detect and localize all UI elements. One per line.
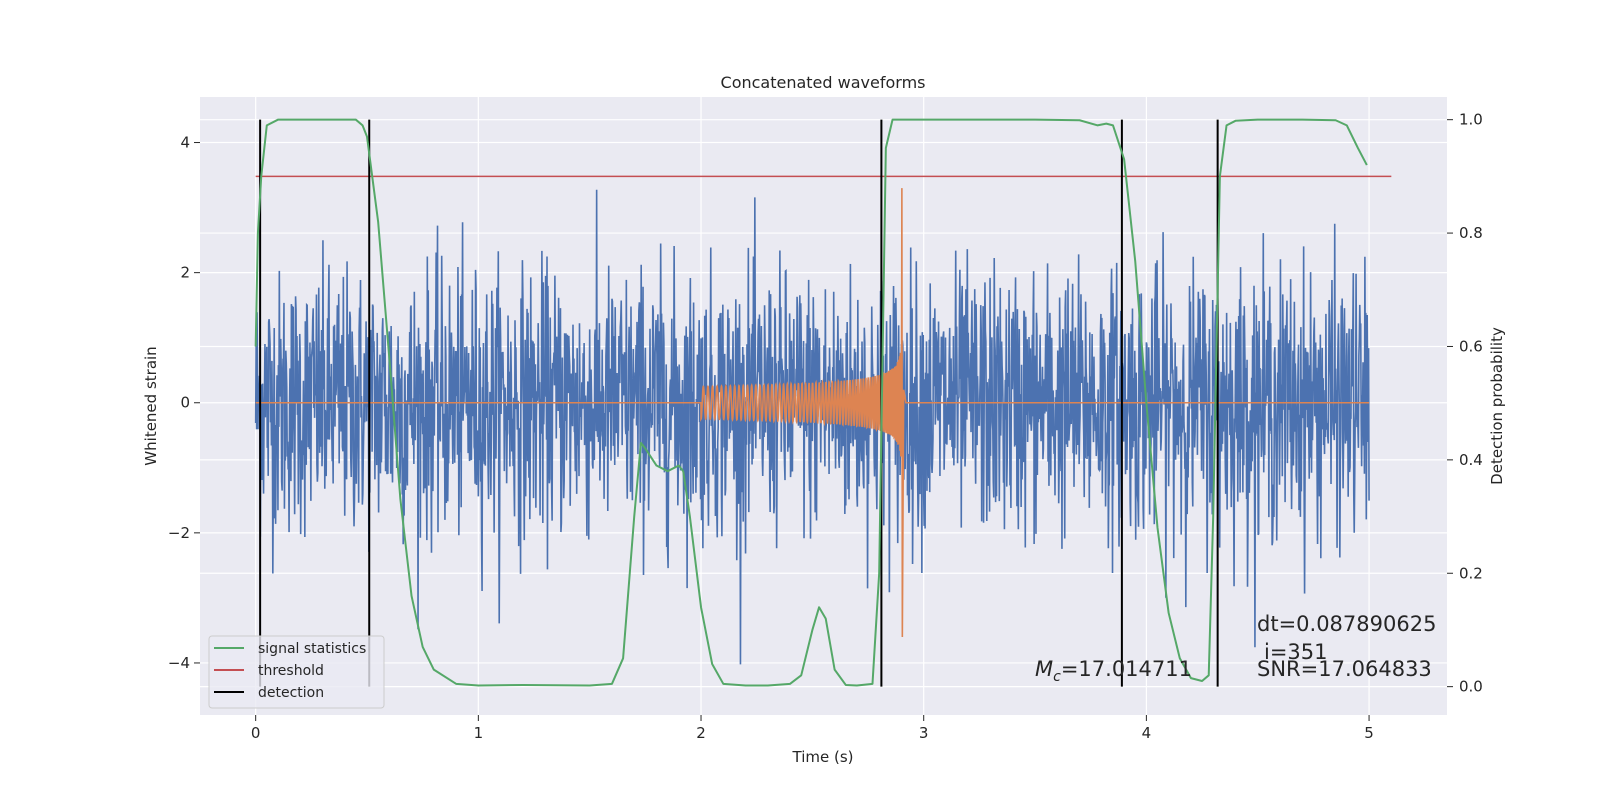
legend-label-detection: detection	[258, 685, 324, 701]
series-whitened-strain	[254, 189, 1370, 665]
x-tick-label: 0	[251, 724, 261, 742]
legend-label-threshold: threshold	[258, 663, 324, 679]
x-tick-label: 1	[474, 724, 484, 742]
y-axis-label: Whitened strain	[142, 346, 160, 465]
series-signal-statistics	[254, 118, 1368, 687]
annotation-mc-subscript: c	[1053, 669, 1061, 685]
y2-tick-label: 0.6	[1459, 337, 1483, 355]
y-tick-label: −2	[168, 524, 190, 542]
y-tick-label: 0	[180, 394, 190, 412]
y2-tick-label: 0.4	[1459, 451, 1483, 469]
legend-box	[208, 635, 385, 709]
plot-area	[254, 118, 1392, 687]
y-tick-label: 4	[180, 134, 190, 152]
axes: 0 1 2 3 4 5 −4 −2 0 2 4 0.0 0.2 0.4 0.6 0.8 1.0	[168, 111, 1483, 742]
series-injected-chirp	[255, 188, 1370, 637]
y2-tick-label: 0.0	[1459, 678, 1483, 696]
annotation-mc-symbol: M	[1035, 657, 1053, 681]
annotation-chirp-mass: Mc=17.014711	[1035, 657, 1192, 685]
annotation-dt: dt=0.087890625	[1257, 612, 1436, 636]
y2-tick-label: 0.8	[1459, 224, 1483, 242]
y2-axis-label: Detection probability	[1488, 327, 1506, 485]
x-tick-label: 4	[1142, 724, 1152, 742]
y2-tick-label: 1.0	[1459, 111, 1483, 129]
x-axis-label: Time (s)	[792, 748, 854, 766]
y-tick-label: 2	[180, 264, 190, 282]
chart-title: Concatenated waveforms	[721, 73, 926, 92]
annotation-snr: SNR=17.064833	[1257, 657, 1432, 681]
legend-label-signal-statistics: signal statistics	[258, 641, 366, 657]
annotation-mc-value: =17.014711	[1061, 657, 1192, 681]
legend: signal statistics threshold detection	[208, 635, 385, 709]
x-tick-label: 3	[919, 724, 929, 742]
y-tick-label: −4	[168, 654, 190, 672]
annotation-i: i=351	[1264, 640, 1328, 664]
annotations: dt=0.087890625 i=351 Mc=17.014711 SNR=17…	[1035, 612, 1436, 685]
y2-tick-label: 0.2	[1459, 564, 1483, 582]
x-tick-label: 2	[696, 724, 706, 742]
x-tick-label: 5	[1364, 724, 1374, 742]
